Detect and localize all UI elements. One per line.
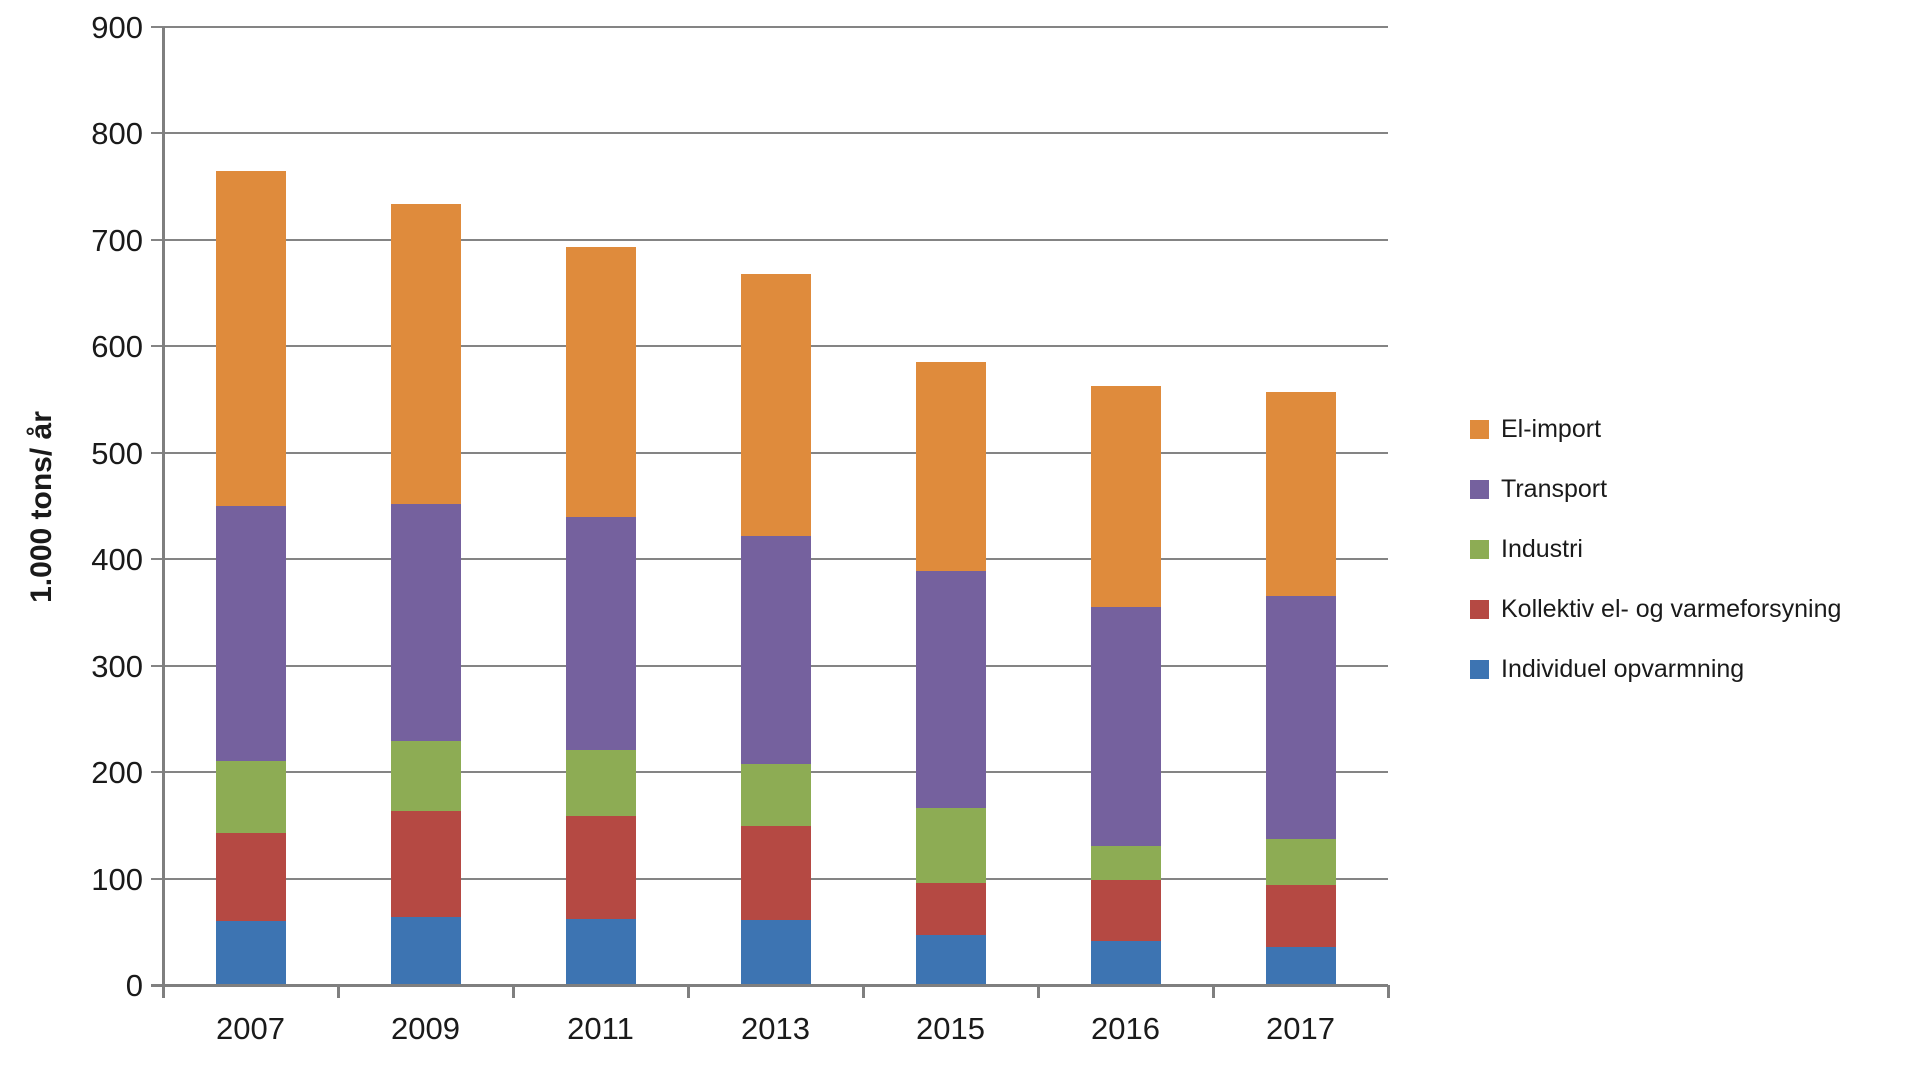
x-tick-label: 2007 xyxy=(216,1011,285,1046)
bar-segment-transport xyxy=(390,503,461,742)
bar-segment-individuel-opvarmning xyxy=(215,921,286,985)
legend-marker-icon xyxy=(1470,659,1489,679)
y-tick-label: 900 xyxy=(91,10,143,45)
bar-segment-transport xyxy=(740,535,811,764)
bar-segment-industri xyxy=(740,763,811,827)
x-tick-mark xyxy=(512,985,515,998)
y-tick-label: 0 xyxy=(125,968,143,1003)
bar-segment-transport xyxy=(215,506,286,762)
y-tick-label: 500 xyxy=(91,435,143,471)
bar-segment-individuel-opvarmning xyxy=(740,920,811,985)
x-tick-label: 2015 xyxy=(916,1011,985,1046)
legend-item: Kollektiv el- og varmeforsyning xyxy=(1470,579,1841,639)
bar-segment-el-import xyxy=(215,170,286,506)
bar-segment-transport xyxy=(1265,596,1336,840)
legend-item: El-import xyxy=(1470,399,1841,459)
y-gridline xyxy=(151,238,1388,241)
x-tick-mark xyxy=(1037,985,1040,998)
legend-marker-icon xyxy=(1470,479,1489,499)
bar-segment-individuel-opvarmning xyxy=(390,916,461,985)
y-tick-label: 700 xyxy=(91,222,143,258)
legend-item: Individuel opvarmning xyxy=(1470,639,1841,699)
x-axis-line xyxy=(151,984,1388,987)
x-tick-mark xyxy=(1387,985,1390,998)
legend-item: Transport xyxy=(1470,459,1841,519)
legend: El-import Transport Industri Kollektiv el- … xyxy=(1470,399,1841,699)
x-tick-mark xyxy=(1212,985,1215,998)
bar-segment-individuel-opvarmning xyxy=(565,919,636,985)
x-tick-label: 2009 xyxy=(391,1011,460,1046)
x-tick-mark xyxy=(337,985,340,998)
legend-marker-icon xyxy=(1470,539,1489,559)
bar-segment-individuel-opvarmning xyxy=(1090,941,1161,985)
legend-label: Industri xyxy=(1501,534,1583,563)
bar-segment-industri xyxy=(1090,845,1161,880)
legend-label: El-import xyxy=(1501,414,1602,443)
x-tick-label: 2011 xyxy=(567,1011,634,1046)
bar-segment-kollektiv-el-og-varmeforsyning xyxy=(1090,879,1161,942)
bar-segment-el-import xyxy=(1090,385,1161,608)
bar-segment-industri xyxy=(915,808,986,883)
bar-segment-el-import xyxy=(565,247,636,517)
bar-segment-transport xyxy=(915,570,986,809)
bar-segment-industri xyxy=(1265,839,1336,885)
bar-segment-el-import xyxy=(740,273,811,536)
bar-segment-transport xyxy=(565,516,636,750)
x-tick-label: 2017 xyxy=(1266,1011,1335,1046)
bar-segment-industri xyxy=(390,741,461,812)
bar-segment-kollektiv-el-og-varmeforsyning xyxy=(565,815,636,919)
bar-segment-industri xyxy=(215,761,286,833)
y-tick-label: 300 xyxy=(91,648,143,684)
x-tick-label: 2013 xyxy=(741,1011,810,1046)
y-axis-title: 1.000 tons/ år xyxy=(25,411,58,603)
y-tick-label: 600 xyxy=(91,329,143,365)
bar-segment-el-import xyxy=(915,362,986,571)
bar-segment-el-import xyxy=(1265,392,1336,597)
x-tick-mark xyxy=(162,985,165,998)
bar-segment-kollektiv-el-og-varmeforsyning xyxy=(1265,884,1336,947)
y-tick-label: 400 xyxy=(91,542,143,578)
bar-segment-kollektiv-el-og-varmeforsyning xyxy=(740,826,811,921)
x-tick-mark xyxy=(862,985,865,998)
y-tick-label: 100 xyxy=(91,861,143,897)
bar-segment-individuel-opvarmning xyxy=(915,934,986,985)
y-axis-line xyxy=(162,27,165,987)
x-tick-mark xyxy=(687,985,690,998)
bar-segment-industri xyxy=(565,749,636,816)
legend-marker-icon xyxy=(1470,599,1489,619)
x-tick-label: 2016 xyxy=(1091,1011,1160,1046)
bar-segment-kollektiv-el-og-varmeforsyning xyxy=(390,811,461,917)
bar-segment-transport xyxy=(1090,607,1161,846)
legend-label: Kollektiv el- og varmeforsyning xyxy=(1501,594,1842,623)
bar-segment-el-import xyxy=(390,203,461,504)
bar-segment-individuel-opvarmning xyxy=(1265,946,1336,985)
bar-segment-kollektiv-el-og-varmeforsyning xyxy=(915,882,986,935)
legend-marker-icon xyxy=(1470,419,1489,439)
legend-item: Industri xyxy=(1470,519,1841,579)
bar-segment-kollektiv-el-og-varmeforsyning xyxy=(215,832,286,922)
y-gridline xyxy=(151,26,1388,28)
legend-label: Individuel opvarmning xyxy=(1501,654,1745,683)
legend-label: Transport xyxy=(1501,474,1608,503)
y-tick-label: 800 xyxy=(91,116,143,152)
y-tick-label: 200 xyxy=(91,755,143,791)
y-gridline xyxy=(151,132,1388,135)
